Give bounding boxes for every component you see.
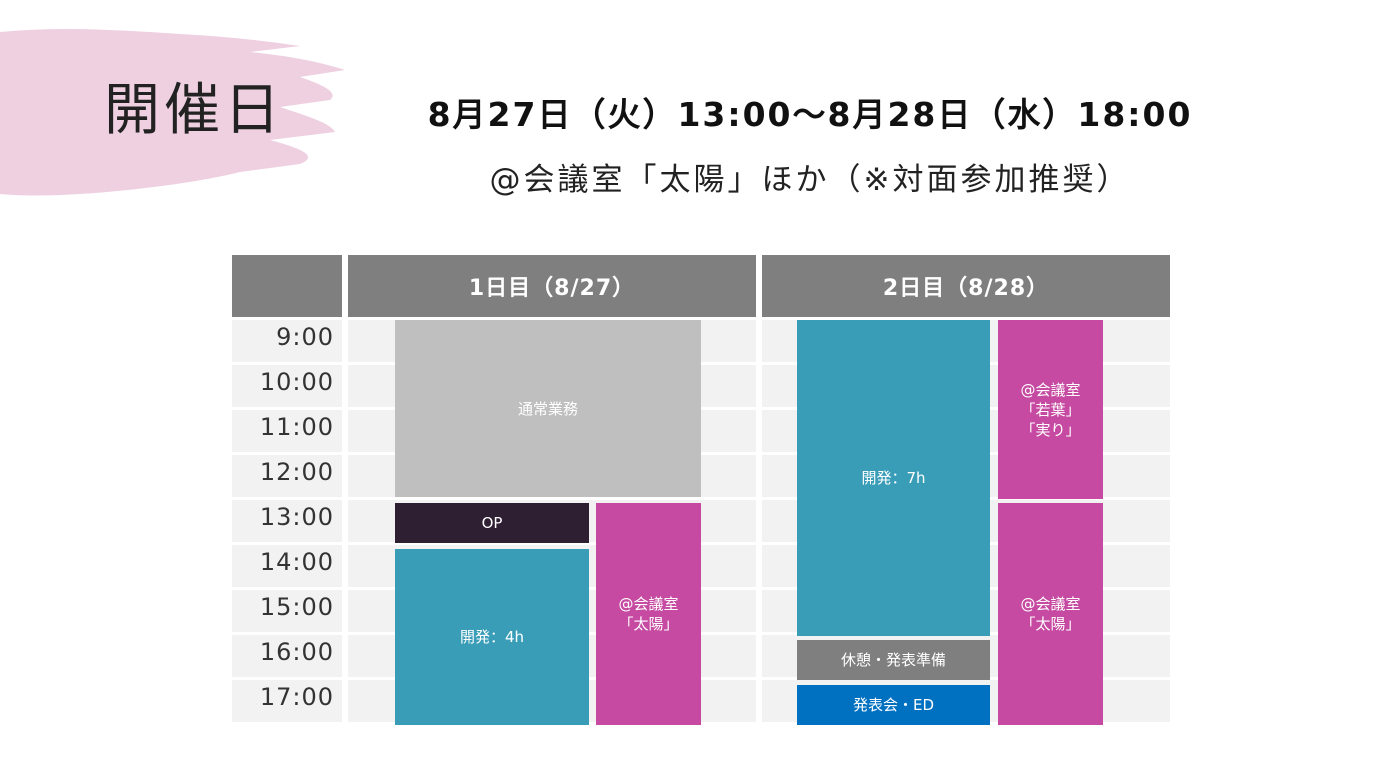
- event-break-prep: 休憩・発表準備: [797, 640, 990, 680]
- event-development-day1: 開発：4h: [395, 549, 589, 725]
- time-label: 10:00: [232, 365, 342, 407]
- time-label: 9:00: [232, 320, 342, 362]
- time-label: 12:00: [232, 455, 342, 497]
- event-presentation-ed: 発表会・ED: [797, 685, 990, 725]
- event-date-range: 8月27日（火）13:00〜8月28日（水）18:00: [427, 95, 1193, 134]
- event-room-taiyo-day1: @会議室 「太陽」: [596, 503, 701, 725]
- time-label: 13:00: [232, 500, 342, 542]
- header-blank-cell: [232, 255, 342, 317]
- day2-column-header: 2日目（8/28）: [762, 255, 1170, 317]
- event-op: OP: [395, 503, 589, 543]
- brush-stroke-decoration: [0, 28, 345, 196]
- day1-column-header: 1日目（8/27）: [348, 255, 756, 317]
- event-room-wakaba-minori: @会議室 「若葉」 「実り」: [998, 320, 1103, 499]
- time-label: 17:00: [232, 680, 342, 722]
- event-venue: @会議室「太陽」ほか（※対面参加推奨）: [489, 162, 1131, 198]
- time-label: 11:00: [232, 410, 342, 452]
- event-regular-work: 通常業務: [395, 320, 701, 497]
- event-development-day2: 開発：7h: [797, 320, 990, 636]
- time-label: 15:00: [232, 590, 342, 632]
- time-label: 16:00: [232, 635, 342, 677]
- page-heading: 開催日: [104, 78, 284, 143]
- time-label: 14:00: [232, 545, 342, 587]
- event-room-taiyo-day2: @会議室 「太陽」: [998, 503, 1103, 725]
